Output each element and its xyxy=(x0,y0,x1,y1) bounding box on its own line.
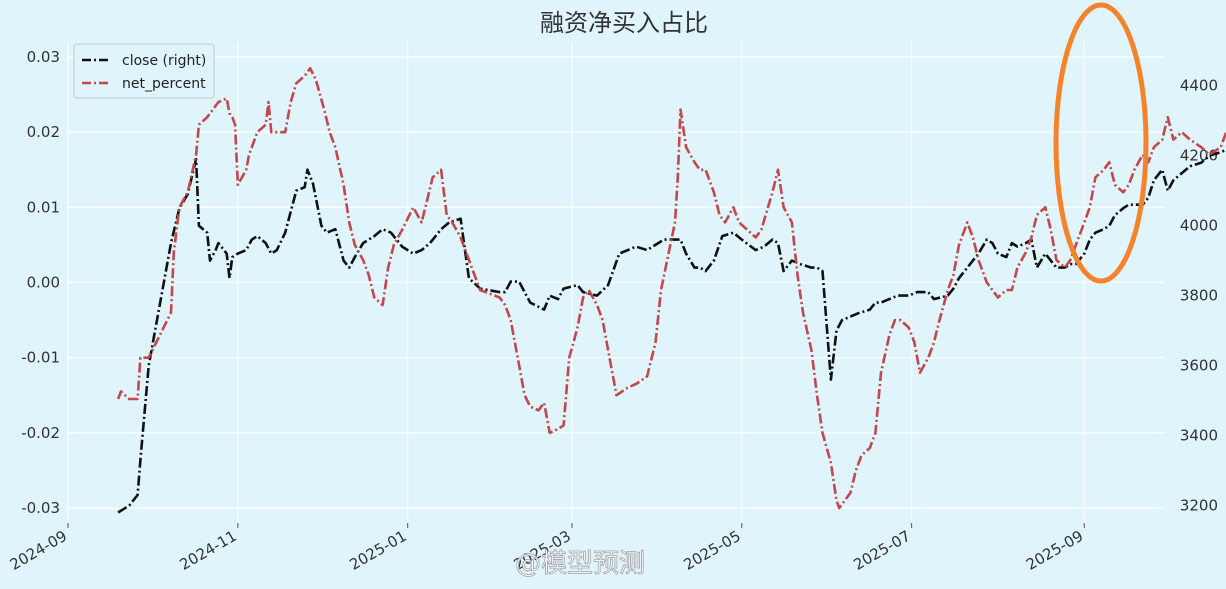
left-y-axis: 0.03 0.02 0.01 0.00 -0.01 -0.02 -0.03 xyxy=(21,48,60,517)
y-left-tick-label: 0.02 xyxy=(27,123,60,141)
y-left-tick-label: 0.01 xyxy=(27,198,60,216)
legend-label-close: close (right) xyxy=(122,53,206,69)
y-left-tick-label: 0.00 xyxy=(27,274,60,292)
y-right-tick-label: 3800 xyxy=(1180,287,1218,305)
y-right-tick-label: 4000 xyxy=(1180,217,1218,235)
y-left-tick-label: -0.01 xyxy=(21,349,60,367)
y-left-tick-label: -0.03 xyxy=(21,499,60,517)
y-right-tick-label: 3600 xyxy=(1180,357,1218,375)
watermark-text: @模型预测 xyxy=(515,549,645,579)
highlight-ellipse xyxy=(1053,2,1149,284)
y-right-tick-label: 4200 xyxy=(1180,147,1218,165)
grid-lines xyxy=(67,42,1165,523)
y-left-tick-label: 0.03 xyxy=(27,48,60,66)
y-left-tick-label: -0.02 xyxy=(21,424,60,442)
y-right-tick-label: 4400 xyxy=(1180,77,1218,95)
legend: close (right) net_percent xyxy=(73,43,215,99)
right-y-axis: 4400 4200 4000 3800 3600 3400 3200 xyxy=(1180,77,1218,515)
series-line-net-percent xyxy=(116,67,1226,510)
y-right-tick-label: 3400 xyxy=(1180,427,1218,445)
legend-box xyxy=(73,43,215,99)
y-right-tick-label: 3200 xyxy=(1180,497,1218,515)
legend-label-net-percent: net_percent xyxy=(122,76,206,92)
chart-title: 融资净买入占比 xyxy=(540,9,708,37)
